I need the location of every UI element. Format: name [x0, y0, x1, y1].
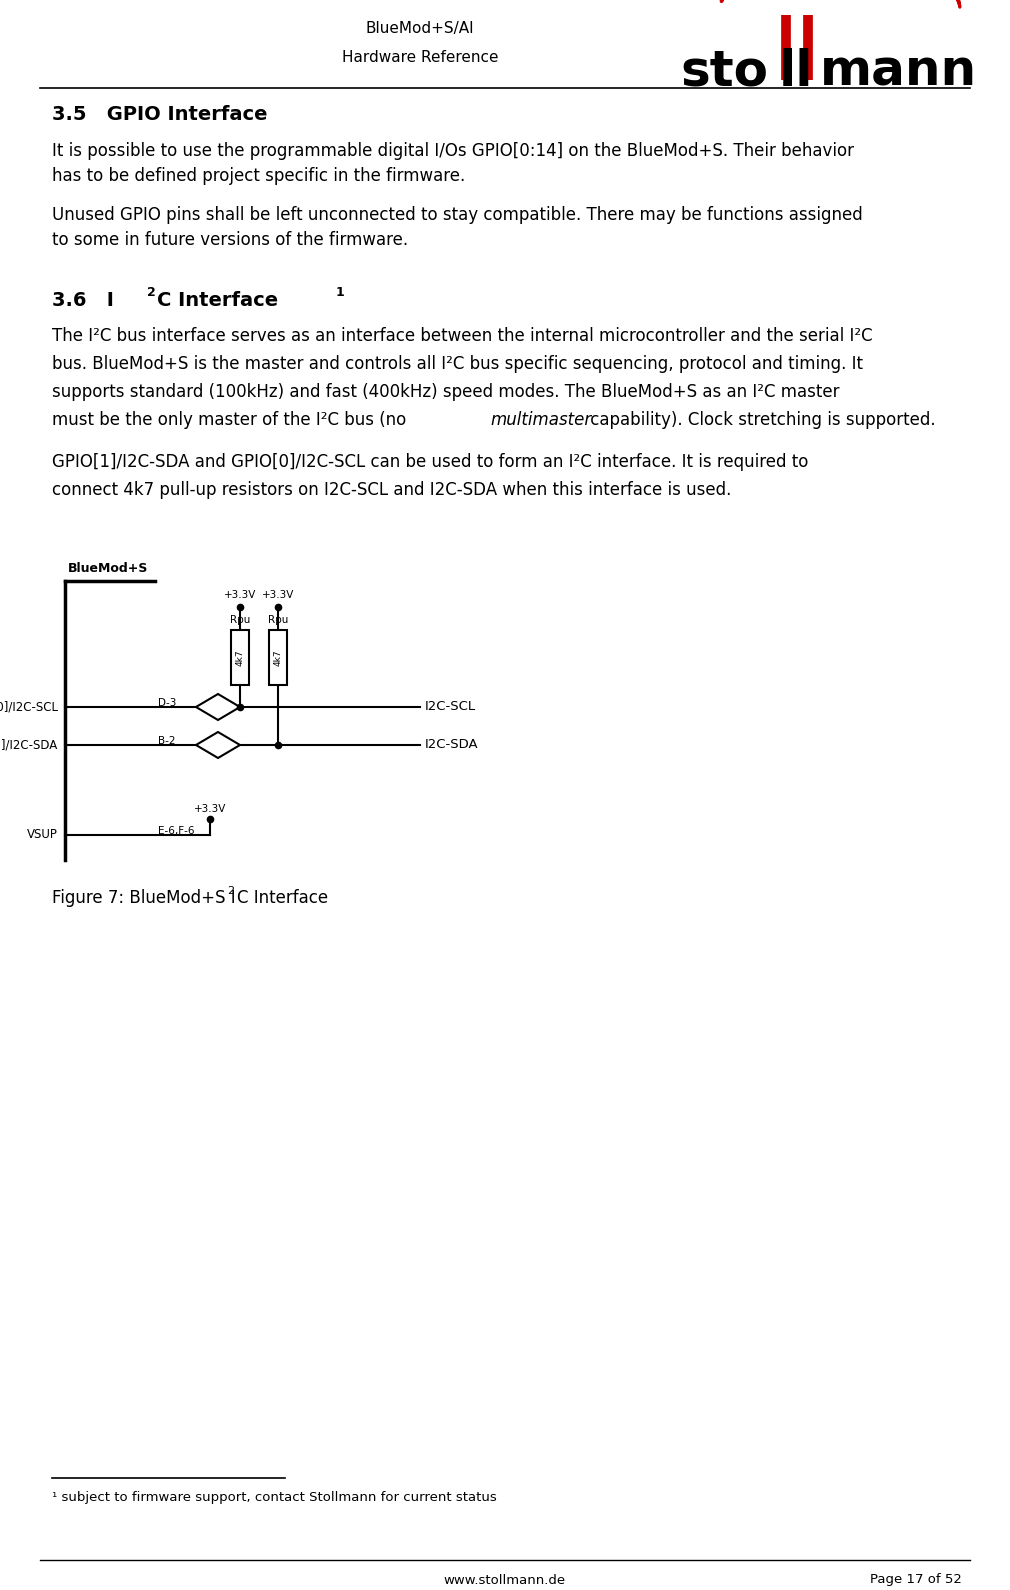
- Text: Rpu: Rpu: [230, 615, 250, 625]
- Text: capability). Clock stretching is supported.: capability). Clock stretching is support…: [585, 410, 935, 429]
- Text: E-6,F-6: E-6,F-6: [158, 825, 195, 836]
- Text: C Interface: C Interface: [237, 889, 328, 906]
- Text: bus. BlueMod+S is the master and controls all I²C bus specific sequencing, proto: bus. BlueMod+S is the master and control…: [52, 355, 863, 374]
- Text: supports standard (100kHz) and fast (400kHz) speed modes. The BlueMod+S as an I²: supports standard (100kHz) and fast (400…: [52, 383, 839, 401]
- Text: The I²C bus interface serves as an interface between the internal microcontrolle: The I²C bus interface serves as an inter…: [52, 328, 873, 345]
- Text: ¹ subject to firmware support, contact Stollmann for current status: ¹ subject to firmware support, contact S…: [52, 1491, 497, 1504]
- Text: C Interface: C Interface: [157, 291, 278, 310]
- Text: to some in future versions of the firmware.: to some in future versions of the firmwa…: [52, 231, 408, 250]
- Text: 1: 1: [336, 286, 344, 299]
- Text: Hardware Reference: Hardware Reference: [341, 51, 498, 65]
- Text: It is possible to use the programmable digital I/Os GPIO[0:14] on the BlueMod+S.: It is possible to use the programmable d…: [52, 142, 854, 161]
- Text: +3.3V: +3.3V: [262, 590, 294, 599]
- Text: 3.5   GPIO Interface: 3.5 GPIO Interface: [52, 105, 268, 124]
- Polygon shape: [196, 693, 240, 720]
- Text: 2: 2: [147, 286, 156, 299]
- Text: must be the only master of the I²C bus (no: must be the only master of the I²C bus (…: [52, 410, 411, 429]
- Polygon shape: [196, 731, 240, 758]
- Text: GPIO[0]/I2C-SCL: GPIO[0]/I2C-SCL: [0, 701, 58, 714]
- Text: multimaster: multimaster: [490, 410, 591, 429]
- Text: I2C-SDA: I2C-SDA: [425, 738, 479, 752]
- Text: 4k7: 4k7: [274, 649, 283, 666]
- Text: mann: mann: [820, 48, 977, 95]
- Bar: [269, 630, 287, 685]
- Text: Rpu: Rpu: [268, 615, 288, 625]
- Bar: [231, 630, 249, 685]
- Text: D-3: D-3: [158, 698, 177, 708]
- Text: www.stollmann.de: www.stollmann.de: [444, 1574, 566, 1587]
- Text: sto: sto: [680, 48, 768, 95]
- Text: 2: 2: [227, 886, 234, 897]
- Text: 4k7: 4k7: [235, 649, 244, 666]
- Text: BlueMod+S/AI: BlueMod+S/AI: [366, 21, 475, 35]
- Text: connect 4k7 pull-up resistors on I2C-SCL and I2C-SDA when this interface is used: connect 4k7 pull-up resistors on I2C-SCL…: [52, 482, 731, 499]
- Text: BlueMod+S: BlueMod+S: [68, 563, 148, 576]
- Text: Figure 7: BlueMod+S I: Figure 7: BlueMod+S I: [52, 889, 235, 906]
- Text: ll: ll: [779, 48, 813, 95]
- Text: Unused GPIO pins shall be left unconnected to stay compatible. There may be func: Unused GPIO pins shall be left unconnect…: [52, 207, 863, 224]
- Text: I2C-SCL: I2C-SCL: [425, 701, 476, 714]
- Text: +3.3V: +3.3V: [224, 590, 257, 599]
- Text: 3.6   I: 3.6 I: [52, 291, 114, 310]
- Text: has to be defined project specific in the firmware.: has to be defined project specific in th…: [52, 167, 466, 184]
- Text: VSUP: VSUP: [27, 828, 58, 841]
- Text: GPIO[1]/I2C-SDA: GPIO[1]/I2C-SDA: [0, 738, 58, 752]
- Text: B-2: B-2: [158, 736, 176, 746]
- Text: GPIO[1]/I2C-SDA and GPIO[0]/I2C-SCL can be used to form an I²C interface. It is : GPIO[1]/I2C-SDA and GPIO[0]/I2C-SCL can …: [52, 453, 808, 471]
- Text: Page 17 of 52: Page 17 of 52: [871, 1574, 962, 1587]
- Text: +3.3V: +3.3V: [194, 805, 226, 814]
